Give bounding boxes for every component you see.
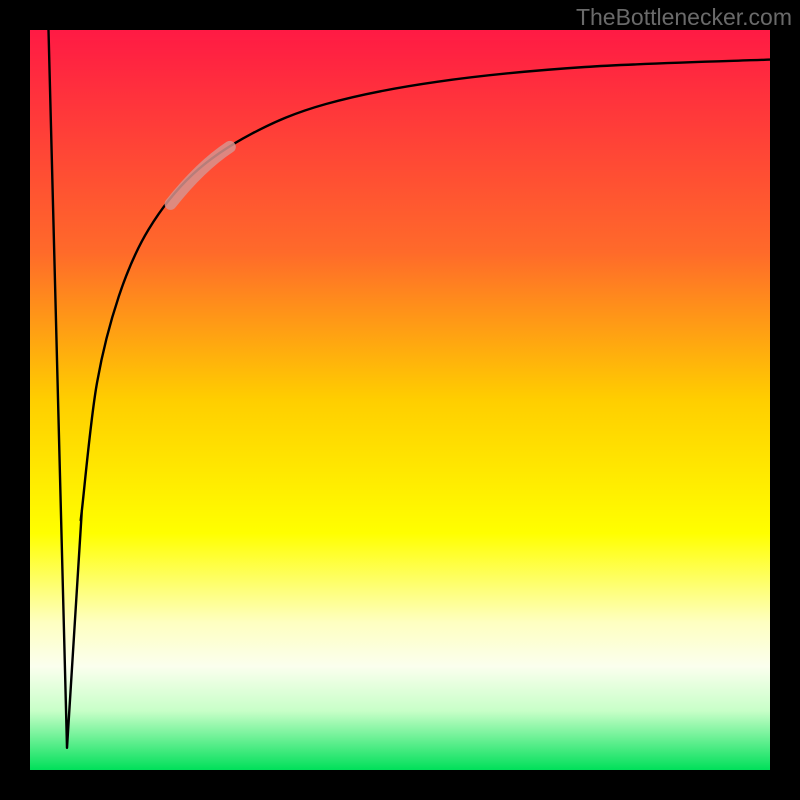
watermark-text: TheBottlenecker.com [576,4,792,31]
bottleneck-chart [0,0,800,800]
chart-svg-wrap [0,0,800,800]
plot-background [30,30,770,770]
chart-container: TheBottlenecker.com [0,0,800,800]
